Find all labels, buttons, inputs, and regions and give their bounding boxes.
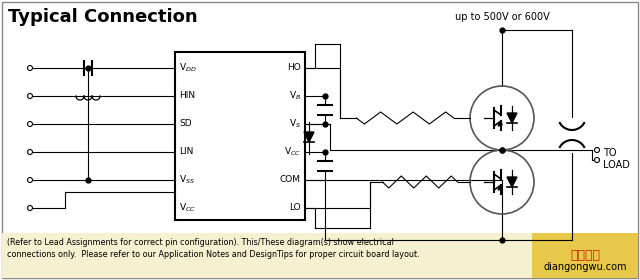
Text: diangongwu.com: diangongwu.com bbox=[543, 262, 627, 272]
Circle shape bbox=[28, 66, 33, 71]
Text: connections only.  Please refer to our Application Notes and DesignTips for prop: connections only. Please refer to our Ap… bbox=[7, 250, 420, 259]
Text: 电工之屋: 电工之屋 bbox=[570, 249, 600, 262]
Text: SD: SD bbox=[179, 120, 191, 129]
Text: LO: LO bbox=[289, 204, 301, 213]
Circle shape bbox=[28, 206, 33, 211]
Text: COM: COM bbox=[280, 176, 301, 185]
Text: (Refer to Lead Assignments for correct pin configuration). This/These diagram(s): (Refer to Lead Assignments for correct p… bbox=[7, 238, 394, 247]
Polygon shape bbox=[498, 185, 502, 190]
Text: TO
LOAD: TO LOAD bbox=[603, 148, 630, 170]
Text: V$_{CC}$: V$_{CC}$ bbox=[284, 146, 301, 158]
Text: V$_{DD}$: V$_{DD}$ bbox=[179, 62, 196, 74]
Bar bbox=[175, 52, 305, 220]
Text: HIN: HIN bbox=[179, 92, 195, 101]
Circle shape bbox=[595, 148, 600, 153]
Circle shape bbox=[595, 157, 600, 162]
Text: HO: HO bbox=[287, 64, 301, 73]
Circle shape bbox=[28, 94, 33, 99]
Text: up to 500V or 600V: up to 500V or 600V bbox=[455, 12, 550, 22]
Text: V$_{CC}$: V$_{CC}$ bbox=[179, 202, 196, 214]
Bar bbox=[2, 233, 532, 278]
Bar bbox=[532, 233, 638, 278]
Text: V$_{SS}$: V$_{SS}$ bbox=[179, 174, 195, 186]
Circle shape bbox=[28, 178, 33, 183]
Text: V$_{S}$: V$_{S}$ bbox=[289, 118, 301, 130]
Text: Typical Connection: Typical Connection bbox=[8, 8, 198, 26]
Circle shape bbox=[28, 150, 33, 155]
Polygon shape bbox=[304, 132, 314, 142]
Polygon shape bbox=[507, 177, 517, 187]
Text: V$_{B}$: V$_{B}$ bbox=[289, 90, 301, 102]
Text: LIN: LIN bbox=[179, 148, 193, 157]
Circle shape bbox=[28, 122, 33, 127]
Polygon shape bbox=[498, 121, 502, 126]
Polygon shape bbox=[507, 113, 517, 123]
